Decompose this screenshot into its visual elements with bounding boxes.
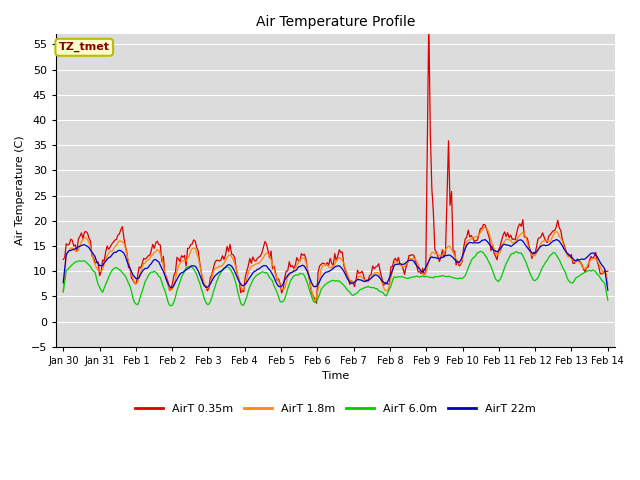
AirT 6.0m	[577, 272, 584, 278]
AirT 0.35m	[298, 251, 305, 256]
Title: Air Temperature Profile: Air Temperature Profile	[256, 15, 415, 29]
AirT 22m	[240, 282, 248, 288]
AirT 1.8m	[240, 285, 248, 291]
AirT 1.8m	[298, 255, 305, 261]
AirT 0.35m	[240, 289, 248, 295]
AirT 22m	[60, 280, 67, 286]
X-axis label: Time: Time	[322, 372, 349, 381]
Line: AirT 1.8m: AirT 1.8m	[63, 228, 608, 301]
AirT 6.0m	[223, 264, 231, 270]
AirT 0.35m	[126, 265, 134, 271]
Line: AirT 0.35m: AirT 0.35m	[63, 20, 608, 303]
AirT 0.35m	[60, 256, 67, 262]
AirT 22m	[126, 265, 134, 271]
AirT 1.8m	[604, 283, 612, 288]
AirT 6.0m	[241, 299, 249, 304]
Line: AirT 22m: AirT 22m	[63, 240, 608, 290]
AirT 6.0m	[477, 249, 484, 254]
AirT 1.8m	[249, 263, 257, 269]
AirT 0.35m	[577, 260, 584, 265]
AirT 0.35m	[425, 17, 433, 23]
AirT 6.0m	[299, 271, 307, 276]
AirT 6.0m	[604, 297, 612, 303]
AirT 1.8m	[479, 225, 487, 230]
AirT 0.35m	[604, 268, 612, 274]
AirT 6.0m	[167, 303, 175, 309]
AirT 22m	[552, 237, 560, 242]
AirT 1.8m	[221, 258, 229, 264]
Legend: AirT 0.35m, AirT 1.8m, AirT 6.0m, AirT 22m: AirT 0.35m, AirT 1.8m, AirT 6.0m, AirT 2…	[131, 399, 540, 418]
AirT 1.8m	[60, 288, 67, 294]
AirT 0.35m	[313, 300, 321, 306]
AirT 22m	[575, 257, 583, 263]
AirT 22m	[221, 264, 229, 270]
Line: AirT 6.0m: AirT 6.0m	[63, 252, 608, 306]
AirT 22m	[249, 270, 257, 276]
AirT 6.0m	[250, 275, 258, 281]
AirT 6.0m	[60, 289, 67, 295]
AirT 6.0m	[126, 283, 134, 289]
AirT 1.8m	[126, 266, 134, 272]
AirT 0.35m	[221, 252, 229, 258]
Y-axis label: Air Temperature (C): Air Temperature (C)	[15, 136, 25, 245]
AirT 22m	[298, 263, 305, 269]
AirT 0.35m	[249, 254, 257, 260]
Text: TZ_tmet: TZ_tmet	[59, 42, 109, 52]
AirT 1.8m	[577, 260, 584, 266]
AirT 1.8m	[311, 299, 319, 304]
AirT 22m	[604, 288, 612, 293]
